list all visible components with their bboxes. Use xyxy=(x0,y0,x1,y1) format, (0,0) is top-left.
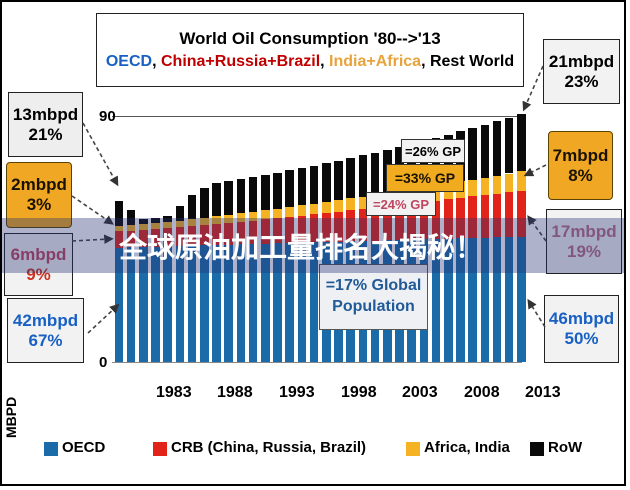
svg-text:MBPD: MBPD xyxy=(3,397,19,438)
